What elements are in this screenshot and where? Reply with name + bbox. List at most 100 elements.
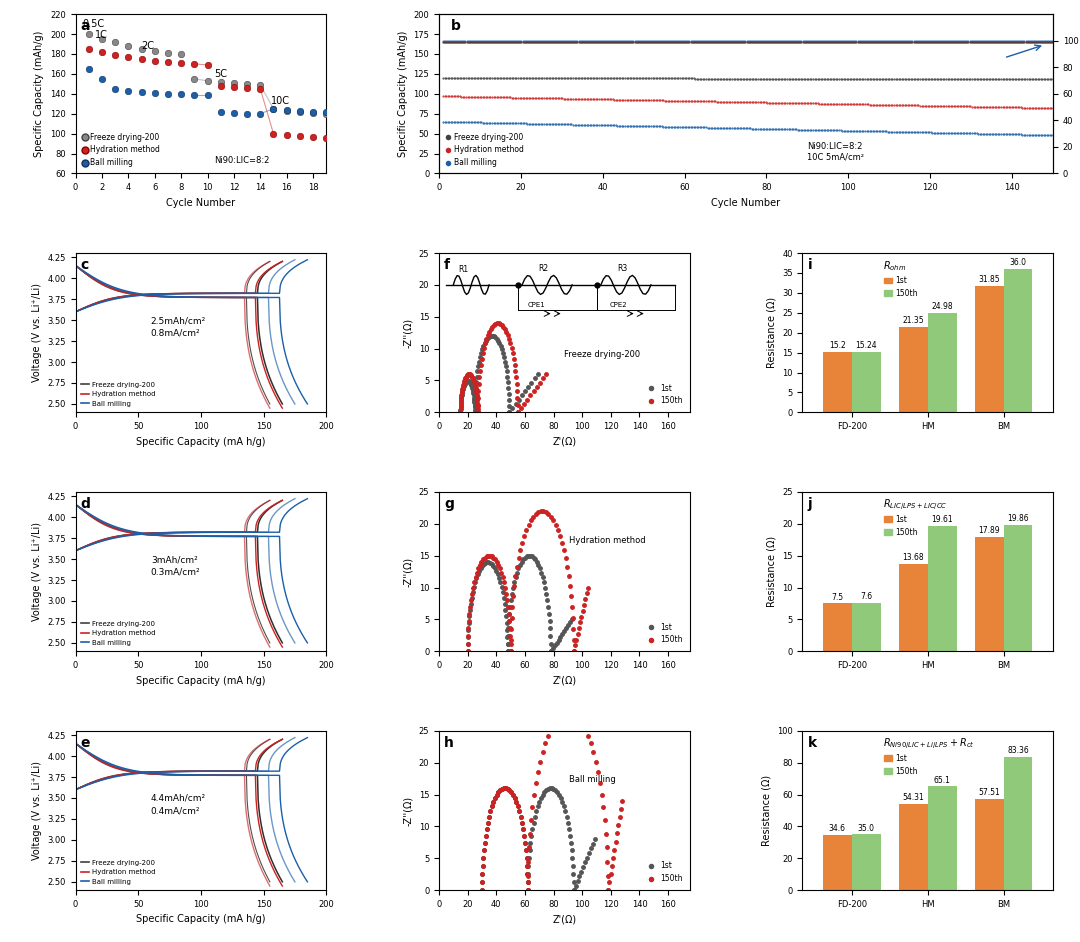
Text: 5C: 5C — [214, 69, 227, 79]
Point — [133, 84, 150, 99]
Point — [265, 101, 282, 116]
Text: R2: R2 — [539, 264, 549, 273]
Point — [318, 130, 335, 145]
Point — [80, 61, 97, 76]
Text: 31.85: 31.85 — [978, 275, 1000, 284]
Y-axis label: Specific Capacity (mAh/g): Specific Capacity (mAh/g) — [397, 30, 408, 157]
Text: 13.68: 13.68 — [903, 553, 924, 562]
Point — [199, 73, 216, 89]
Point — [173, 46, 190, 61]
Bar — [975, 799, 1003, 890]
Text: 57.51: 57.51 — [978, 788, 1000, 797]
Text: d: d — [81, 496, 91, 511]
Text: 2.5mAh/cm²: 2.5mAh/cm² — [151, 317, 206, 325]
Point — [239, 76, 256, 91]
Point — [120, 39, 137, 54]
Bar — [975, 537, 1003, 651]
Text: 65.1: 65.1 — [934, 775, 950, 785]
Text: 1C: 1C — [95, 30, 108, 40]
Text: 10C: 10C — [271, 96, 289, 106]
Text: Ni90:LIC=8:2: Ni90:LIC=8:2 — [214, 156, 270, 166]
Text: a: a — [81, 19, 90, 33]
Point — [93, 31, 110, 46]
Point — [186, 72, 203, 87]
Text: 4.4mAh/cm²: 4.4mAh/cm² — [151, 794, 206, 803]
Point — [239, 80, 256, 95]
Point — [199, 57, 216, 73]
Point — [107, 47, 124, 62]
Legend: Freeze drying-200, Hydration method, Ball milling: Freeze drying-200, Hydration method, Bal… — [79, 380, 158, 409]
Point — [93, 72, 110, 87]
Text: j: j — [808, 496, 812, 511]
Text: 2C: 2C — [141, 41, 154, 51]
X-axis label: Cycle Number: Cycle Number — [712, 198, 781, 207]
Text: 19.61: 19.61 — [931, 515, 953, 525]
Text: c: c — [81, 258, 89, 272]
Bar — [975, 285, 1003, 413]
Text: 0.4mA/cm²: 0.4mA/cm² — [151, 806, 200, 816]
X-axis label: Specific Capacity (mA h/g): Specific Capacity (mA h/g) — [136, 436, 266, 447]
Text: 54.31: 54.31 — [903, 793, 924, 802]
Legend: Freeze drying-200, Hydration method, Ball milling: Freeze drying-200, Hydration method, Bal… — [79, 619, 158, 648]
Point — [292, 104, 309, 119]
Text: 36.0: 36.0 — [1010, 258, 1027, 268]
Bar — [1003, 269, 1032, 413]
Bar — [823, 351, 852, 413]
Text: 24.98: 24.98 — [931, 302, 953, 311]
Text: 17.89: 17.89 — [978, 527, 1000, 535]
Text: k: k — [808, 736, 816, 750]
Point — [146, 85, 163, 100]
Y-axis label: Resistance (Ω): Resistance (Ω) — [761, 775, 771, 846]
Text: Ni90:LIC=8:2
10C 5mA/cm²: Ni90:LIC=8:2 10C 5mA/cm² — [808, 141, 864, 161]
Bar — [928, 787, 957, 890]
Bar — [1003, 757, 1032, 890]
Bar — [899, 327, 928, 413]
Point — [186, 57, 203, 72]
Text: 34.6: 34.6 — [828, 824, 846, 833]
Point — [292, 105, 309, 120]
Text: R1: R1 — [458, 265, 469, 274]
Point — [278, 127, 295, 142]
Point — [80, 26, 97, 41]
Text: 7.5: 7.5 — [832, 593, 843, 602]
X-axis label: Specific Capacity (mA h/g): Specific Capacity (mA h/g) — [136, 675, 266, 686]
Text: 15.24: 15.24 — [855, 341, 877, 349]
Point — [159, 45, 176, 60]
Point — [186, 88, 203, 103]
Y-axis label: Resistance (Ω): Resistance (Ω) — [767, 297, 777, 368]
X-axis label: Cycle Number: Cycle Number — [166, 198, 235, 207]
Text: 21.35: 21.35 — [903, 317, 924, 325]
Point — [226, 106, 243, 121]
Text: 0.3mA/cm²: 0.3mA/cm² — [151, 568, 201, 577]
Y-axis label: -Z''(Ω): -Z''(Ω) — [403, 317, 414, 348]
Point — [305, 105, 322, 120]
Y-axis label: Specific Capacity (mAh/g): Specific Capacity (mAh/g) — [35, 30, 44, 157]
Point — [146, 54, 163, 69]
Text: 83.36: 83.36 — [1008, 746, 1029, 755]
Point — [133, 41, 150, 57]
Text: $R_{ohm}$: $R_{ohm}$ — [882, 259, 906, 273]
Point — [305, 129, 322, 144]
Point — [252, 77, 269, 92]
Legend: 1st, 150th: 1st, 150th — [881, 512, 920, 540]
Text: R3: R3 — [617, 264, 627, 273]
Point — [133, 52, 150, 67]
Point — [318, 106, 335, 122]
Bar — [928, 313, 957, 413]
Point — [80, 41, 97, 57]
Text: Hydration method: Hydration method — [569, 536, 646, 545]
Point — [305, 106, 322, 121]
Point — [239, 106, 256, 122]
Text: b: b — [451, 19, 461, 33]
X-axis label: Z'(Ω): Z'(Ω) — [552, 436, 577, 447]
Y-axis label: -Z''(Ω): -Z''(Ω) — [403, 557, 414, 587]
Text: 7.6: 7.6 — [860, 592, 873, 601]
Legend: 1st, 150th: 1st, 150th — [881, 751, 920, 779]
Text: h: h — [444, 736, 454, 750]
Text: f: f — [444, 258, 450, 272]
X-axis label: Z'(Ω): Z'(Ω) — [552, 675, 577, 686]
Point — [199, 88, 216, 103]
Y-axis label: -Z''(Ω): -Z''(Ω) — [403, 795, 414, 825]
Y-axis label: Resistance (Ω): Resistance (Ω) — [767, 536, 777, 608]
Bar — [899, 564, 928, 651]
